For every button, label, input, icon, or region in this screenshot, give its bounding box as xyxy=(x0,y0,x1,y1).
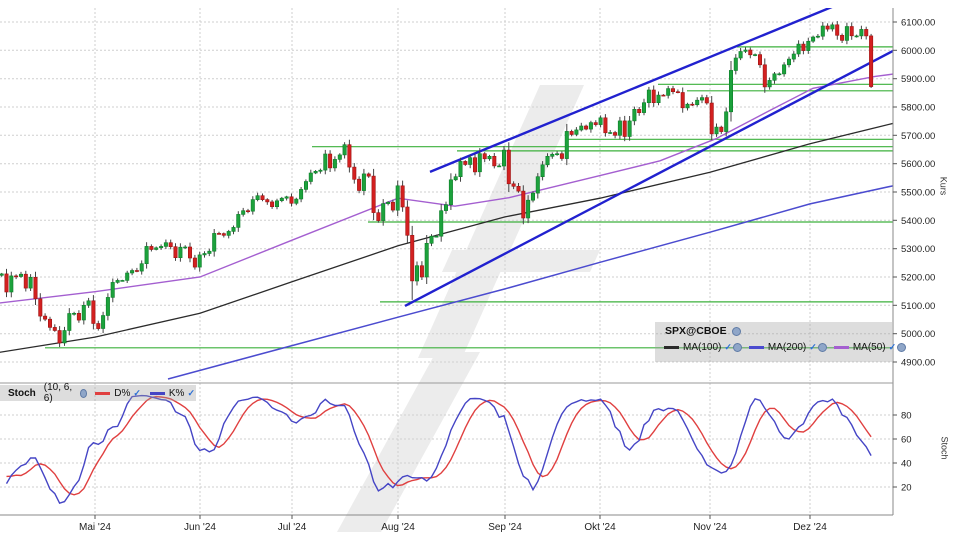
ma50-legend-item: MA(50) ✓ xyxy=(833,342,907,353)
svg-text:5400.00: 5400.00 xyxy=(901,216,935,227)
stochastic-series xyxy=(5,394,872,505)
ma200-label: MA(200) xyxy=(767,342,807,353)
ma100-line-swatch xyxy=(664,346,679,349)
stoch-d-legend-item: D% ✓ xyxy=(95,388,142,399)
svg-text:5000.00: 5000.00 xyxy=(901,329,935,340)
ma-legend-row: MA(100) ✓ MA(200) ✓ MA(50) ✓ xyxy=(655,337,907,353)
svg-text:4900.00: 4900.00 xyxy=(901,358,935,369)
svg-text:Aug '24: Aug '24 xyxy=(381,522,415,533)
candlestick-series xyxy=(0,21,874,347)
ma200-line-swatch xyxy=(748,346,764,349)
svg-text:5200.00: 5200.00 xyxy=(901,273,935,284)
price-axis-title: Kurs xyxy=(938,176,949,196)
stoch-params-label: (10, 6, 6) xyxy=(43,382,73,404)
stoch-title-label: Stoch xyxy=(8,387,36,399)
svg-text:5500.00: 5500.00 xyxy=(901,188,935,199)
ma50-line-swatch xyxy=(833,346,849,349)
axis-ticks xyxy=(94,21,897,519)
axes-frame xyxy=(0,8,894,516)
svg-text:5800.00: 5800.00 xyxy=(901,103,935,114)
svg-text:60: 60 xyxy=(901,435,912,446)
stoch-d-line xyxy=(6,395,872,496)
ma200-settings-icon[interactable] xyxy=(817,343,827,352)
svg-text:Nov '24: Nov '24 xyxy=(693,522,727,533)
symbol-row: SPX@CBOE xyxy=(655,322,892,337)
svg-text:5700.00: 5700.00 xyxy=(901,131,935,142)
stoch-d-line-swatch xyxy=(95,391,111,395)
stoch-k-line xyxy=(5,394,872,505)
ma100-legend-item: MA(100) ✓ xyxy=(664,342,742,353)
trend-channel-lines xyxy=(404,8,893,307)
ma100-checkbox-icon[interactable]: ✓ xyxy=(724,342,732,352)
ma50-checkbox-icon[interactable]: ✓ xyxy=(888,342,897,352)
svg-text:Sep '24: Sep '24 xyxy=(488,522,522,533)
ma50-label: MA(50) xyxy=(852,342,886,353)
svg-text:40: 40 xyxy=(901,459,912,470)
gridlines xyxy=(0,8,893,515)
svg-text:5300.00: 5300.00 xyxy=(901,244,935,255)
svg-text:Jul '24: Jul '24 xyxy=(278,522,307,533)
svg-text:6000.00: 6000.00 xyxy=(901,46,935,57)
svg-text:Okt '24: Okt '24 xyxy=(584,522,616,533)
svg-text:6100.00: 6100.00 xyxy=(901,18,935,29)
stoch-k-label: K% xyxy=(168,387,185,399)
stoch-k-legend-item: K% ✓ xyxy=(149,387,196,399)
stoch-axis-title: Stoch xyxy=(939,436,950,460)
stoch-k-checkbox-icon[interactable]: ✓ xyxy=(187,387,195,398)
watermark-logo xyxy=(337,85,600,532)
ma-line xyxy=(0,122,893,353)
svg-text:Mai '24: Mai '24 xyxy=(79,522,111,533)
svg-text:20: 20 xyxy=(901,483,912,494)
ma-line xyxy=(167,185,893,380)
svg-text:Dez '24: Dez '24 xyxy=(793,522,827,533)
ma100-label: MA(100) xyxy=(683,342,722,353)
svg-text:Jun '24: Jun '24 xyxy=(184,522,216,533)
stoch-k-line-swatch xyxy=(149,391,165,395)
stoch-legend: Stoch (10, 6, 6) D% ✓ K% ✓ xyxy=(0,382,196,404)
stoch-d-label: D% xyxy=(114,387,131,399)
ma200-legend-item: MA(200) ✓ xyxy=(748,342,827,353)
stoch-settings-icon[interactable] xyxy=(79,388,88,398)
svg-text:5900.00: 5900.00 xyxy=(901,74,935,85)
stoch-d-checkbox-icon[interactable]: ✓ xyxy=(133,387,141,398)
symbol-settings-icon[interactable] xyxy=(731,326,741,336)
svg-text:5600.00: 5600.00 xyxy=(901,159,935,170)
svg-text:5100.00: 5100.00 xyxy=(901,301,935,312)
ma200-checkbox-icon[interactable]: ✓ xyxy=(809,342,817,352)
main-legend: SPX@CBOE MA(100) ✓ MA(200) ✓ MA(50) ✓ xyxy=(655,322,907,362)
axis-labels: 6100.00 6000.00 5900.00 5800.00 5700.00 5600.… xyxy=(79,18,935,534)
symbol-label: SPX@CBOE xyxy=(665,325,727,337)
svg-text:80: 80 xyxy=(901,411,912,422)
moving-average-lines xyxy=(0,73,893,380)
support-resistance-lines xyxy=(45,46,893,349)
ma100-settings-icon[interactable] xyxy=(732,343,742,352)
ma50-settings-icon[interactable] xyxy=(897,343,907,352)
ma-line xyxy=(0,73,893,304)
